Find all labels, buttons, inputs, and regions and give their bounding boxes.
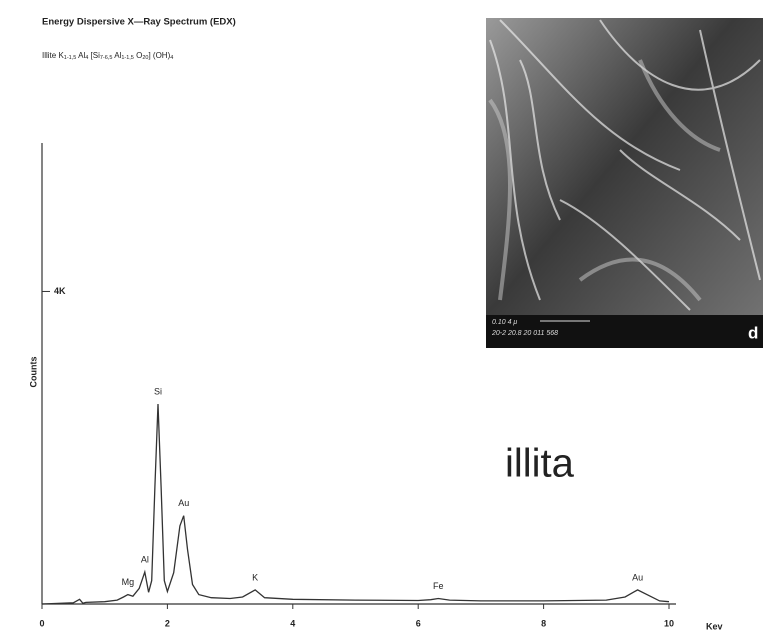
sem-image: 0.10 4 μ 20-2 20.8 20 011 568 d: [486, 18, 763, 348]
subtitle-part: Illite K: [42, 51, 64, 60]
peak-label: Au: [178, 498, 189, 508]
subscript: 1-1,5: [64, 55, 77, 61]
y-tick-label: 4K: [54, 286, 66, 296]
subtitle-part: [Si: [88, 51, 100, 60]
subscript: 20: [142, 55, 148, 61]
chart-title: Energy Dispersive X—Ray Spectrum (EDX): [42, 17, 236, 28]
peak-label: K: [252, 572, 258, 582]
x-axis-label: Kev: [706, 621, 723, 631]
subscript: 4: [85, 55, 88, 61]
annotation: illita: [505, 442, 575, 486]
x-tick-label: 10: [664, 618, 674, 628]
peak-label: Au: [632, 572, 643, 582]
x-tick-label: 4: [290, 618, 295, 628]
scale-text: 20-2 20.8 20 011 568: [491, 330, 558, 337]
subtitle-part: O: [134, 51, 142, 60]
x-tick-label: 2: [165, 618, 170, 628]
chart-subtitle: Illite K1-1,5 Al4 [Si7-6,5 Al1-1,5 O20] …: [42, 51, 173, 61]
peak-label: Si: [154, 386, 162, 396]
peak-label: Mg: [122, 577, 135, 587]
peak-label: Fe: [433, 581, 444, 591]
subtitle-part: Al: [112, 51, 121, 60]
x-tick-label: 6: [416, 618, 421, 628]
subscript: 7-6,5: [100, 55, 113, 61]
scale-text: 0.10 4 μ: [492, 319, 517, 326]
subscript: 1-1,5: [121, 55, 134, 61]
spectrum-line: [41, 403, 670, 605]
subtitle-part: ] (OH): [148, 51, 170, 60]
y-axis-label: Counts: [28, 357, 38, 388]
subscript: 4: [170, 55, 173, 61]
subtitle-part: Al: [76, 51, 85, 60]
x-tick-label: 0: [39, 618, 44, 628]
x-tick-label: 8: [541, 618, 546, 628]
peak-label: Al: [141, 554, 149, 564]
image-label: d: [748, 323, 758, 342]
